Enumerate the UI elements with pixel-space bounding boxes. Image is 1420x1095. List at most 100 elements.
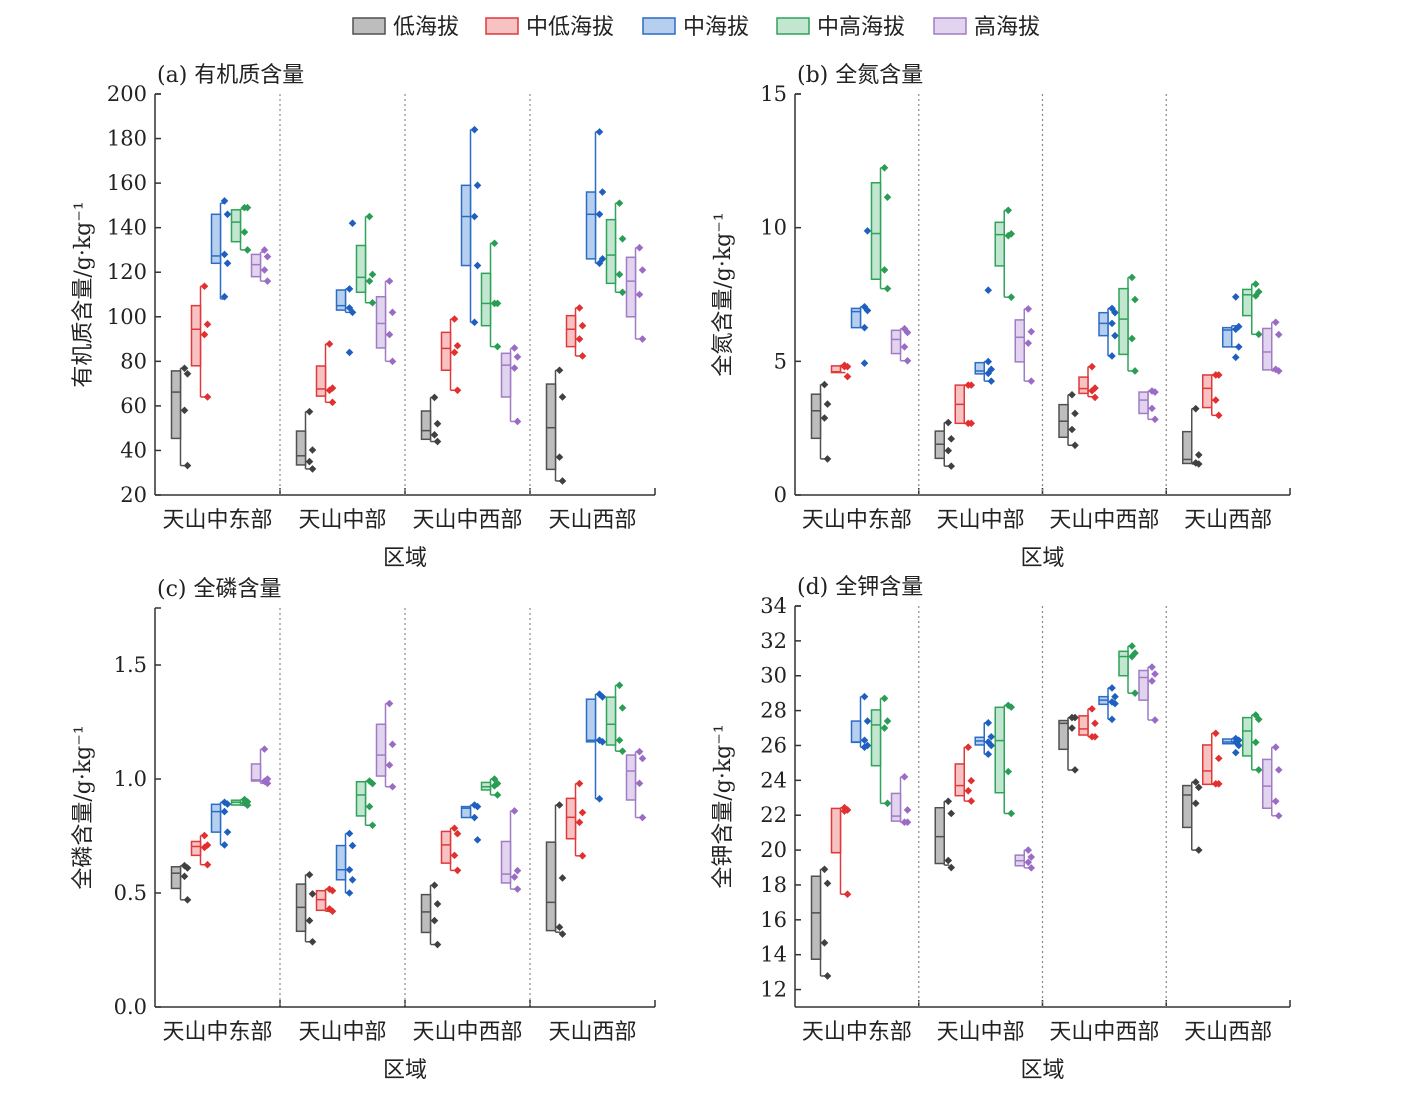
data-point <box>1148 677 1156 685</box>
box-iqr <box>605 696 617 746</box>
box-iqr <box>355 780 367 817</box>
data-point <box>1251 292 1260 300</box>
data-point <box>473 181 482 190</box>
data-point <box>223 210 232 219</box>
box-0-1 <box>295 870 317 946</box>
data-point <box>473 802 482 811</box>
box-iqr <box>545 841 557 932</box>
box-1-1 <box>315 885 337 916</box>
data-point <box>183 896 192 904</box>
data-point <box>305 916 314 925</box>
data-point <box>860 359 869 368</box>
data-point <box>1027 327 1036 336</box>
box-3-1 <box>355 777 377 830</box>
box-iqr <box>605 218 617 285</box>
data-point <box>1271 318 1280 327</box>
data-point <box>450 348 459 357</box>
data-point <box>1231 325 1240 334</box>
data-point <box>964 743 973 752</box>
data-point <box>1131 295 1139 304</box>
data-point <box>635 747 644 756</box>
data-point <box>1211 396 1220 404</box>
data-point <box>900 773 909 781</box>
box-iqr <box>375 295 387 349</box>
data-point <box>345 829 354 838</box>
data-point <box>635 243 644 252</box>
data-point <box>1111 699 1119 708</box>
data-point <box>345 348 354 357</box>
data-point <box>180 364 189 373</box>
panel-title: (a) 有机质含量 <box>157 63 304 88</box>
data-point <box>243 801 252 810</box>
x-tick-label: 天山中西部 <box>1049 508 1159 533</box>
data-point <box>223 259 232 268</box>
data-point <box>385 761 394 769</box>
box-iqr <box>1078 715 1089 736</box>
data-point <box>260 266 269 274</box>
box-iqr <box>1138 669 1149 701</box>
x-tick-label: 天山中东部 <box>802 1020 912 1045</box>
data-point <box>947 809 956 818</box>
box-iqr <box>250 253 262 278</box>
y-tick-label: 1.5 <box>114 653 147 677</box>
data-point <box>944 797 953 806</box>
data-point <box>598 255 607 263</box>
box-iqr <box>1202 744 1213 786</box>
box-iqr <box>954 763 965 797</box>
data-point <box>1234 741 1243 750</box>
data-point <box>555 366 564 375</box>
legend-item: 中低海拔 <box>485 15 614 40</box>
box-iqr <box>1118 287 1129 356</box>
data-point <box>575 779 584 788</box>
box-2-2 <box>1098 304 1119 360</box>
data-point <box>1007 809 1016 818</box>
box-iqr <box>830 807 842 854</box>
data-point <box>433 419 442 428</box>
box-4-1 <box>375 699 397 791</box>
legend-swatch <box>933 17 967 35</box>
box-2-1 <box>335 219 357 357</box>
box-iqr <box>870 182 882 281</box>
data-point <box>1274 367 1283 375</box>
box-iqr <box>315 889 327 912</box>
data-point <box>1024 846 1033 854</box>
data-point <box>900 343 909 351</box>
data-point <box>180 872 189 881</box>
data-point <box>203 393 212 401</box>
data-point <box>578 852 587 860</box>
box-iqr <box>335 844 347 881</box>
box-2-1 <box>974 286 996 385</box>
box-iqr <box>210 213 222 265</box>
x-tick-label: 天山西部 <box>548 1020 636 1045</box>
y-tick-label: 180 <box>107 127 147 151</box>
x-axis-label: 区域 <box>1020 1058 1064 1083</box>
y-tick-label: 34 <box>760 594 787 618</box>
data-point <box>223 800 232 808</box>
data-point <box>987 741 996 750</box>
box-iqr <box>1262 758 1273 809</box>
box-0-3 <box>1182 404 1203 468</box>
box-3-3 <box>1242 711 1263 774</box>
legend-swatch <box>776 17 810 35</box>
data-point <box>558 393 567 401</box>
data-point <box>860 323 869 332</box>
data-point <box>947 435 956 443</box>
data-point <box>348 875 357 884</box>
x-tick-label: 天山中西部 <box>412 1020 522 1045</box>
box-2-3 <box>1222 734 1243 757</box>
data-point <box>823 455 832 463</box>
data-point <box>430 393 439 402</box>
data-point <box>578 808 587 817</box>
data-point <box>473 261 482 270</box>
data-point <box>944 856 953 865</box>
data-point <box>1151 670 1159 678</box>
data-point <box>263 277 272 285</box>
box-iqr <box>1242 288 1253 317</box>
data-point <box>967 419 976 428</box>
data-point <box>368 298 377 307</box>
data-point <box>1004 231 1013 240</box>
box-4-0 <box>250 246 272 285</box>
data-point <box>203 841 212 849</box>
legend-label: 中海拔 <box>683 15 749 40</box>
y-tick-label: 28 <box>760 699 787 723</box>
